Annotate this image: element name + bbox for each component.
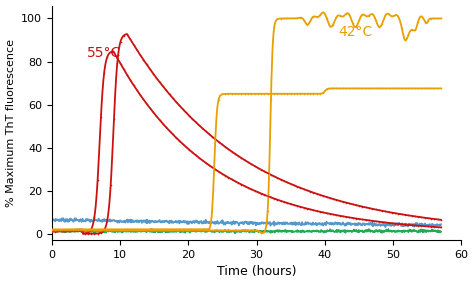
Text: 55°C: 55°C: [87, 46, 122, 60]
Y-axis label: % Maximum ThT fluorescence: % Maximum ThT fluorescence: [6, 39, 16, 207]
X-axis label: Time (hours): Time (hours): [217, 266, 296, 278]
Text: 42°C: 42°C: [338, 25, 373, 39]
